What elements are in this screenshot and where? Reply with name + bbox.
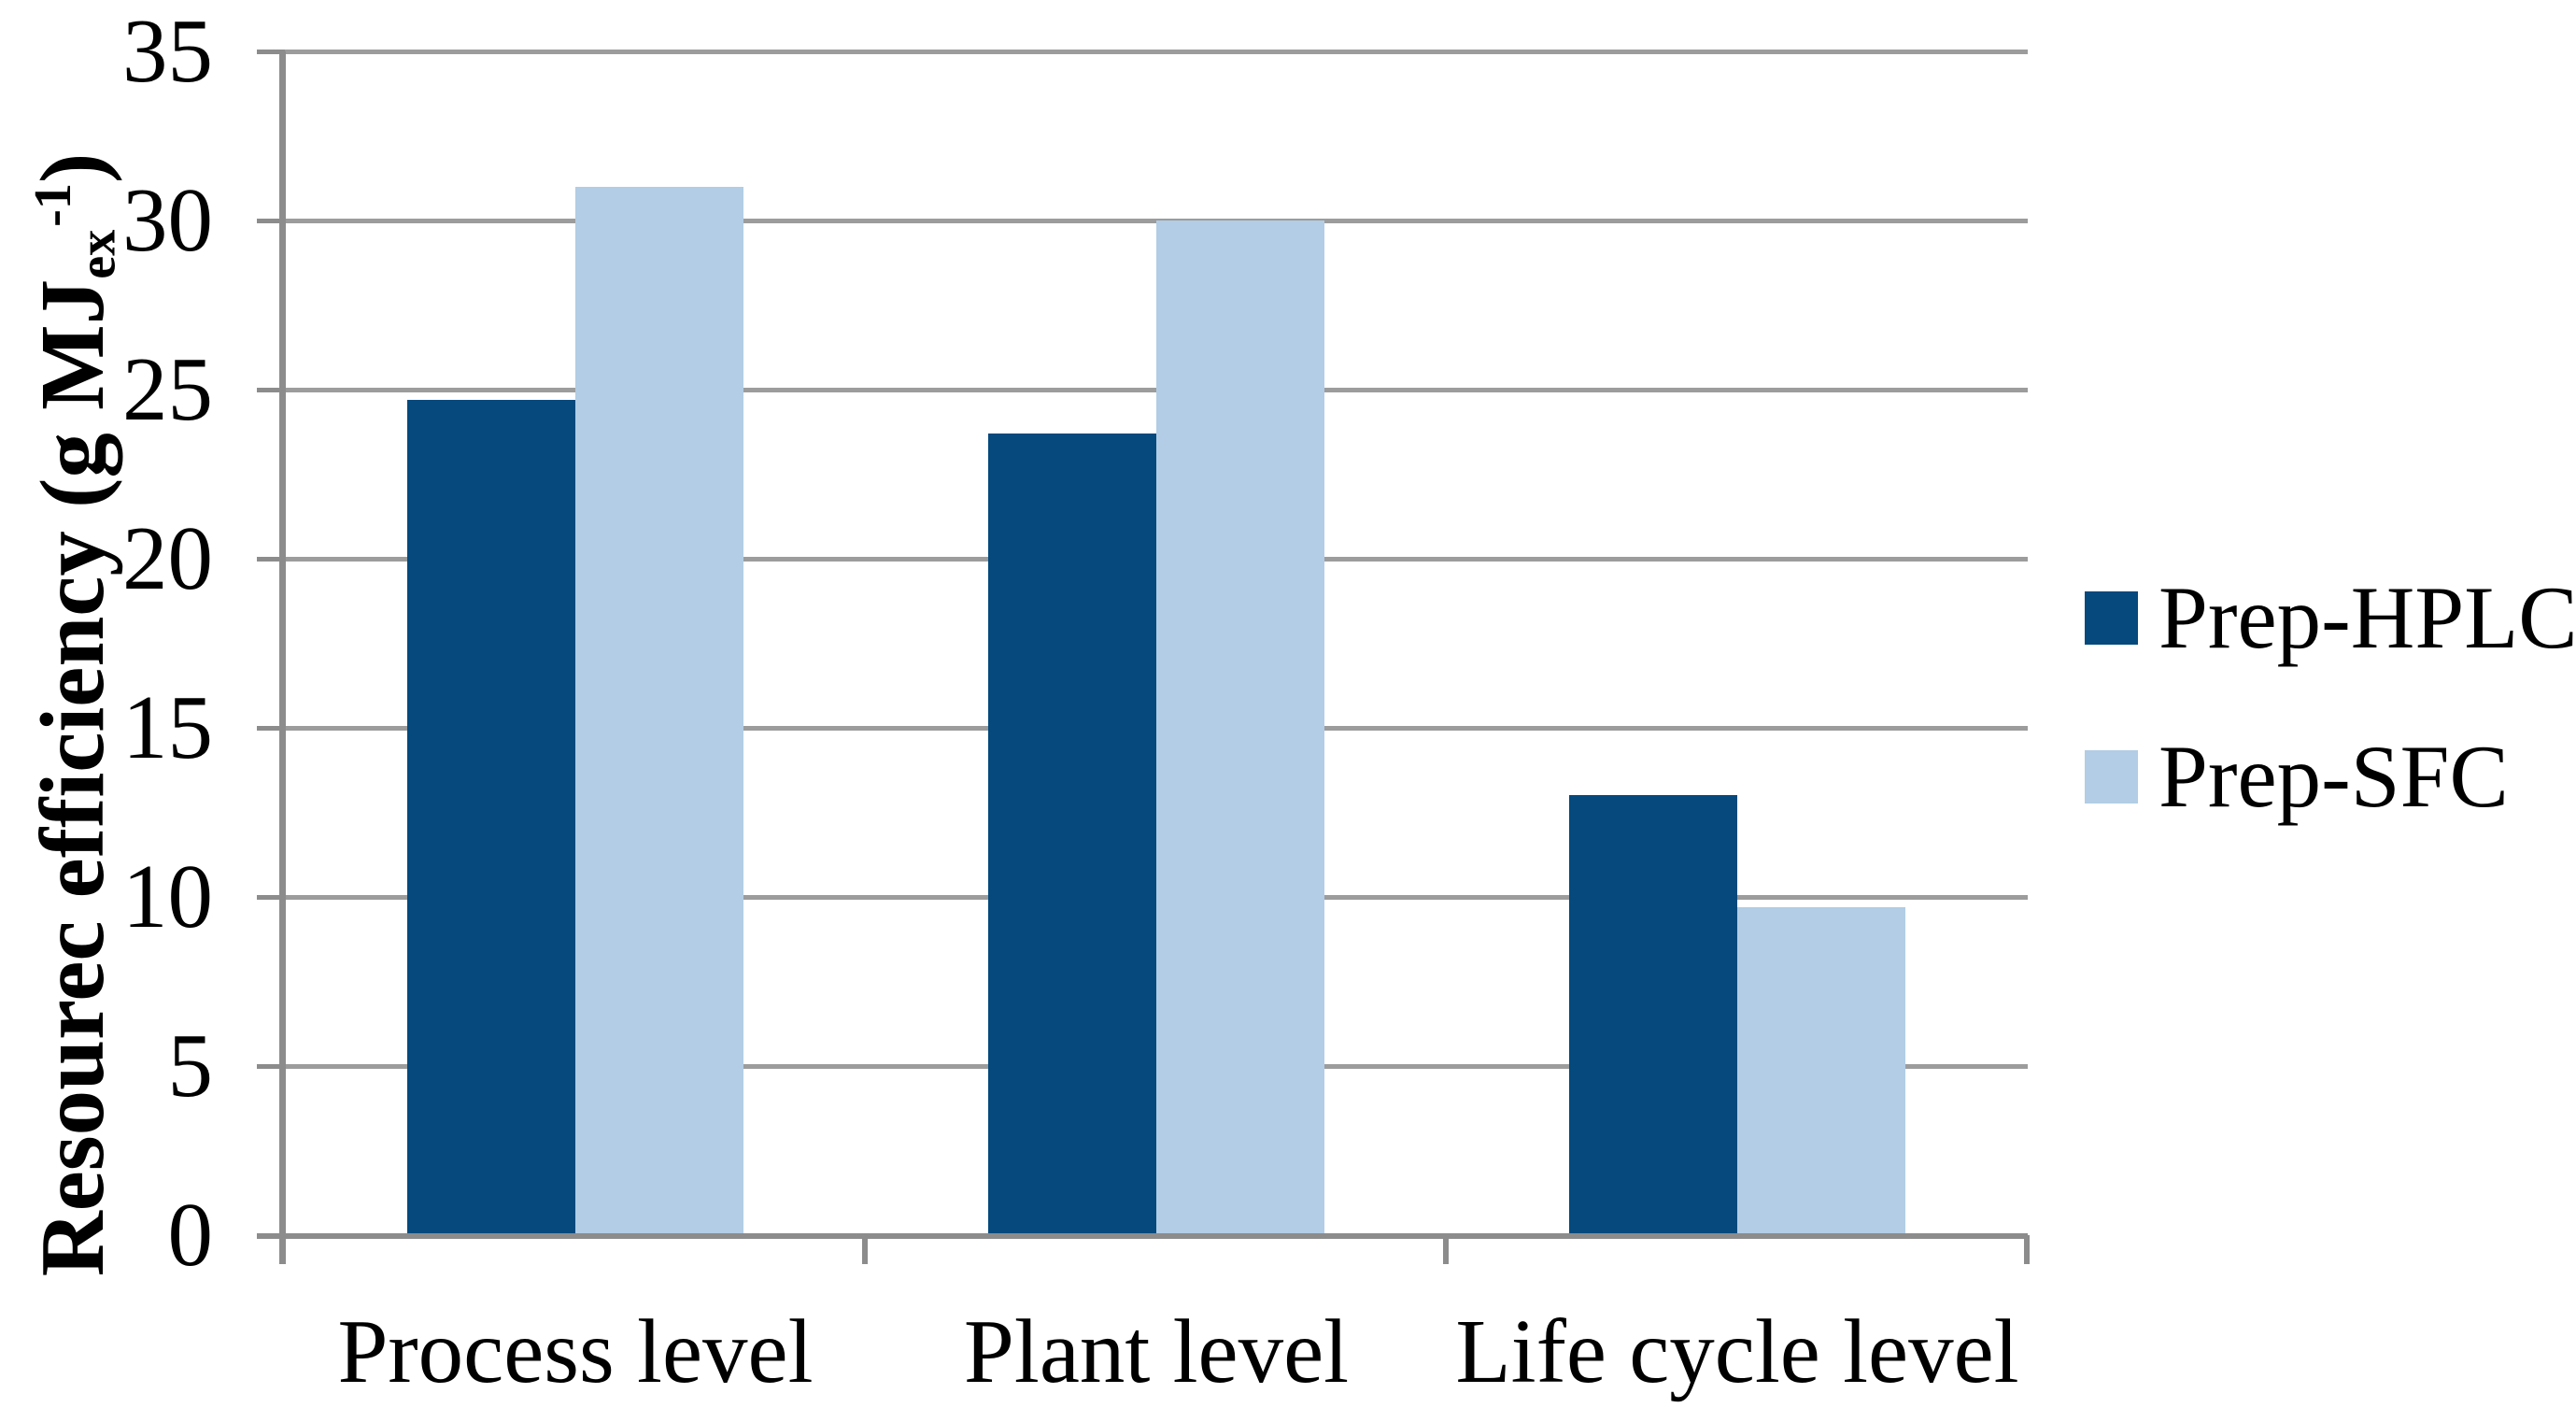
y-axis-tick-label: 25	[122, 339, 213, 439]
x-axis-boundary-tick	[2024, 1235, 2030, 1264]
y-axis-tick-label: 20	[122, 508, 213, 608]
y-axis-tick-label: 35	[122, 1, 213, 101]
x-axis-line	[257, 1233, 2028, 1239]
gridline-y35	[285, 50, 2028, 54]
bar-prep-sfc-life-cycle-level	[1737, 906, 1905, 1235]
y-axis-tick-label: 15	[122, 677, 213, 777]
legend-item-prep-hplc: Prep-HPLC	[2085, 574, 2576, 662]
y-axis-tick-mark	[257, 50, 285, 54]
legend-swatch-prep-hplc	[2085, 591, 2138, 645]
y-axis-tick-mark	[257, 388, 285, 392]
bar-prep-hplc-life-cycle-level	[1569, 795, 1737, 1235]
y-axis-tick-label: 10	[122, 846, 213, 946]
legend-label: Prep-HPLC	[2158, 568, 2576, 667]
y-axis-tick-mark	[257, 895, 285, 900]
y-axis-line	[279, 51, 286, 1264]
bar-prep-sfc-process-level	[575, 186, 743, 1235]
x-axis-boundary-tick	[1443, 1235, 1449, 1264]
y-axis-tick-label: 0	[167, 1185, 214, 1285]
y-axis-tick-mark	[257, 1064, 285, 1069]
bar-prep-hplc-process-level	[407, 399, 575, 1235]
y-axis-tick-label: 30	[122, 170, 213, 270]
y-axis-tick-mark	[257, 557, 285, 562]
category-label: Plant level	[963, 1301, 1350, 1401]
category-label: Life cycle level	[1455, 1301, 2019, 1401]
y-axis-tick-mark	[257, 219, 285, 223]
legend-label: Prep-SFC	[2158, 727, 2509, 826]
y-axis-tick-mark	[257, 726, 285, 731]
legend-swatch-prep-sfc	[2085, 750, 2138, 803]
bar-prep-sfc-plant-level	[1156, 220, 1324, 1235]
x-axis-boundary-tick	[862, 1235, 868, 1264]
y-axis-tick-label: 5	[167, 1016, 214, 1116]
legend-item-prep-sfc: Prep-SFC	[2085, 732, 2509, 821]
bar-prep-hplc-plant-level	[988, 434, 1156, 1235]
category-label: Process level	[337, 1301, 814, 1401]
